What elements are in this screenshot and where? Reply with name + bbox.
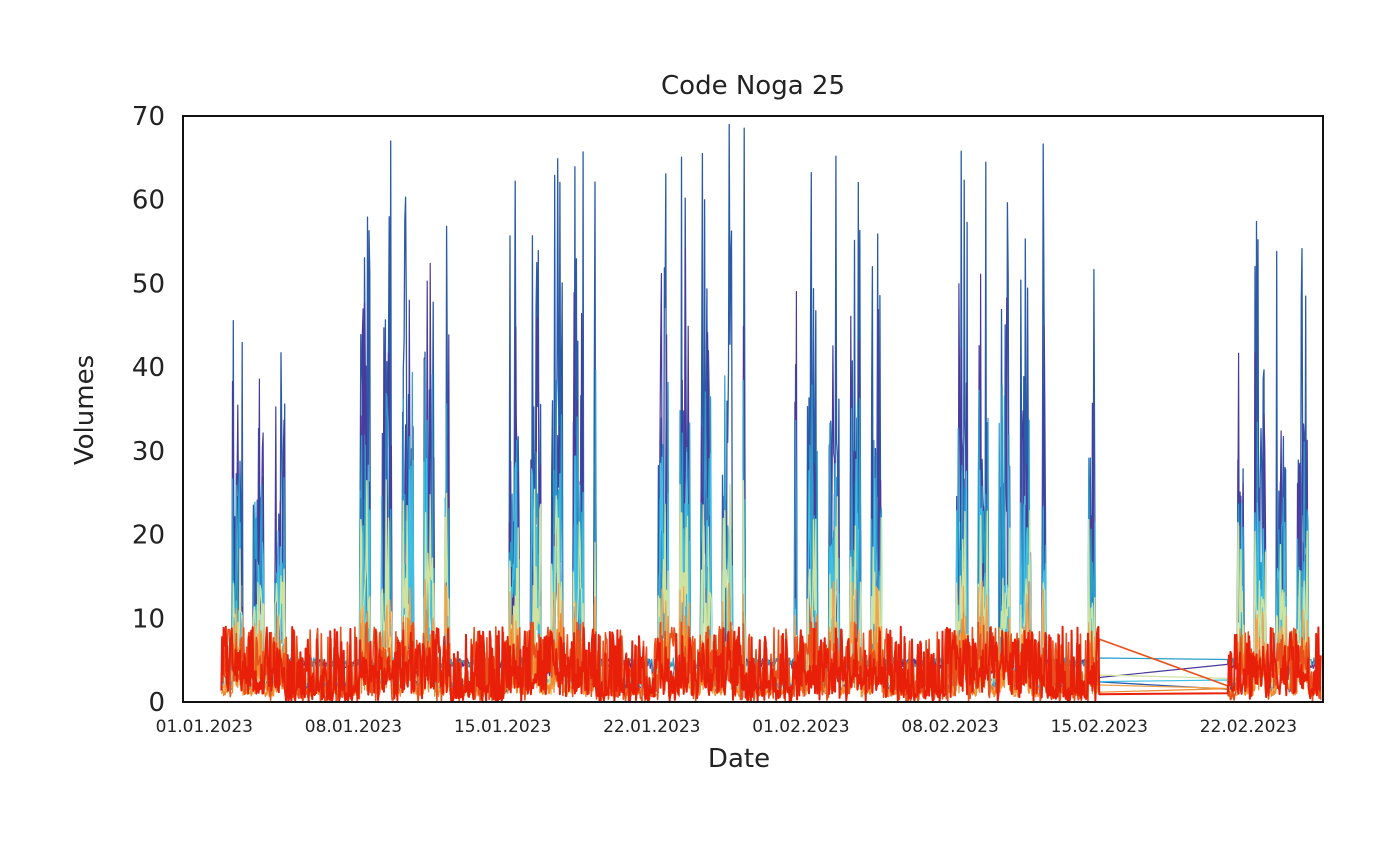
x-tick-label: 01.01.2023 xyxy=(156,717,253,737)
x-axis: 01.01.2023 08.01.2023 15.01.2023 22.01.2023… xyxy=(156,717,1297,737)
y-tick-label: 70 xyxy=(132,102,165,132)
y-tick-label: 20 xyxy=(132,521,165,551)
y-tick-label: 30 xyxy=(132,437,165,467)
y-axis: 0 10 20 30 40 50 60 70 xyxy=(132,102,165,718)
x-tick-label: 22.01.2023 xyxy=(603,717,700,737)
plot-frame xyxy=(182,115,1324,703)
x-tick-label: 08.02.2023 xyxy=(901,717,998,737)
y-tick-label: 0 xyxy=(148,688,165,718)
y-tick-label: 60 xyxy=(132,186,165,216)
series-layer xyxy=(220,123,1322,702)
y-tick-label: 10 xyxy=(132,604,165,634)
x-tick-label: 01.02.2023 xyxy=(752,717,849,737)
y-tick-label: 40 xyxy=(132,353,165,383)
x-tick-label: 15.02.2023 xyxy=(1051,717,1148,737)
x-tick-label: 22.02.2023 xyxy=(1200,717,1297,737)
x-axis-label: Date xyxy=(708,744,770,774)
series-line-9 xyxy=(220,625,1322,702)
y-tick-label: 50 xyxy=(132,269,165,299)
y-axis-label: Volumes xyxy=(70,355,100,465)
chart-title: Code Noga 25 xyxy=(661,71,845,101)
x-tick-label: 15.01.2023 xyxy=(454,717,551,737)
x-tick-label: 08.01.2023 xyxy=(305,717,402,737)
